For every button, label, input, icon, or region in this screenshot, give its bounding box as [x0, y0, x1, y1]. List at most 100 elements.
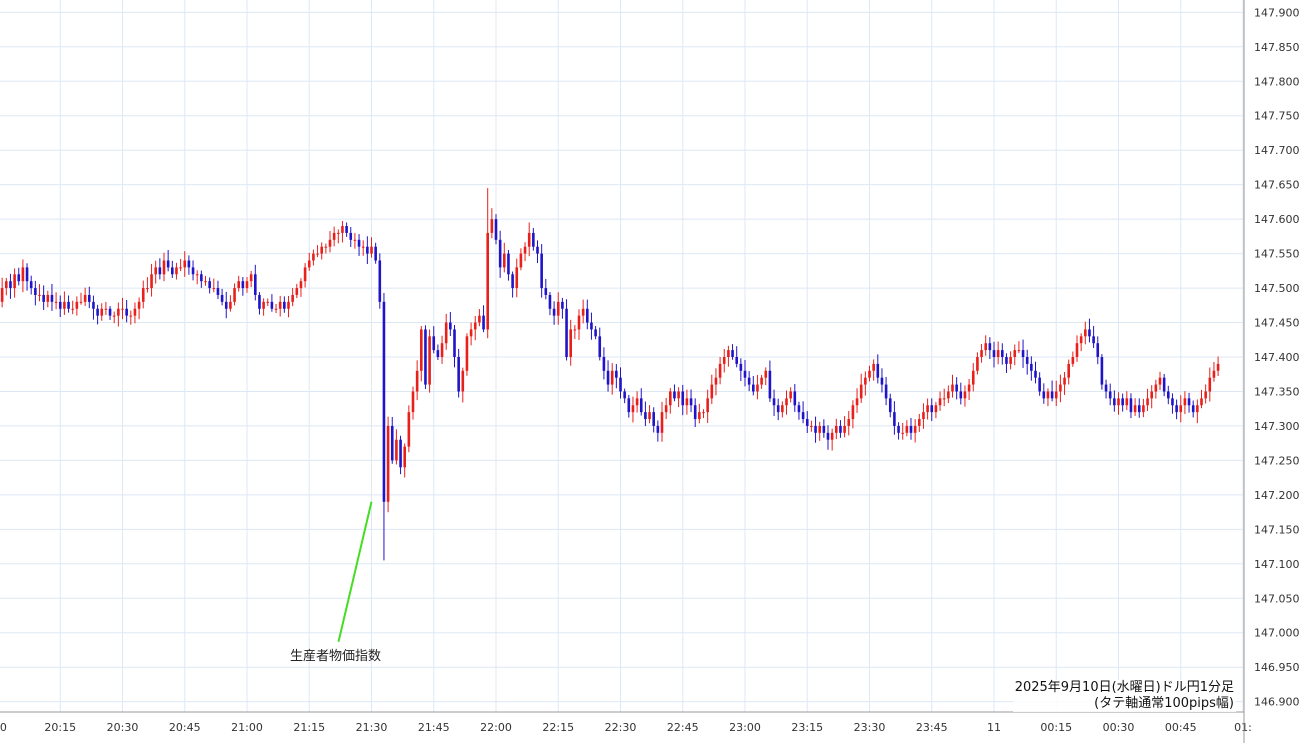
candle — [432, 326, 436, 354]
candle — [822, 419, 826, 438]
candle — [1038, 372, 1041, 396]
candle — [1179, 395, 1183, 423]
candle — [469, 322, 473, 346]
candle — [669, 388, 672, 414]
y-tick-label: 147.800 — [1254, 75, 1300, 88]
candle — [449, 311, 452, 337]
candle — [540, 244, 543, 298]
y-tick-label: 147.350 — [1254, 385, 1300, 398]
candle — [444, 313, 448, 350]
x-tick-label: 21:15 — [293, 721, 325, 734]
x-tick-label: 00:45 — [1165, 721, 1197, 734]
candle — [868, 365, 871, 382]
candle — [689, 389, 693, 413]
candle — [494, 214, 498, 245]
candle — [1042, 383, 1046, 404]
candle — [121, 297, 124, 320]
candle — [13, 268, 16, 298]
candle — [175, 262, 178, 280]
candle — [615, 364, 618, 389]
candle — [901, 422, 904, 440]
x-tick-label: 22:00 — [480, 721, 512, 734]
candle — [569, 319, 572, 366]
y-tick-label: 146.900 — [1254, 696, 1300, 709]
y-tick-label: 147.700 — [1254, 144, 1300, 157]
candle — [635, 391, 639, 413]
candle — [9, 273, 12, 299]
candle — [382, 292, 386, 561]
chart-caption: 2025年9月10日(水曜日)ドル円1分足 (タテ軸通常100pips幅) — [1012, 680, 1236, 712]
candle — [498, 230, 502, 278]
candle — [38, 284, 41, 302]
y-tick-label: 147.300 — [1254, 420, 1300, 433]
y-tick-label: 147.200 — [1254, 489, 1300, 502]
candle — [768, 360, 772, 402]
candle — [602, 347, 606, 380]
candle — [959, 382, 963, 405]
x-tick-label: 20:30 — [107, 721, 139, 734]
candle — [200, 270, 203, 288]
candle — [34, 280, 37, 306]
candle — [229, 295, 232, 312]
candle — [233, 283, 236, 306]
caption-line-2: (タテ軸通常100pips幅) — [1094, 696, 1234, 711]
candle — [1050, 380, 1054, 402]
x-tick-label: 21:30 — [356, 721, 388, 734]
candle — [208, 277, 211, 294]
candle — [428, 329, 431, 393]
candle — [1046, 388, 1050, 407]
candle — [440, 335, 444, 364]
candle — [710, 374, 714, 404]
candle — [237, 275, 240, 292]
caption-line-1: 2025年9月10日(水曜日)ドル円1分足 — [1014, 680, 1234, 695]
candle — [685, 389, 689, 415]
candle — [805, 411, 809, 434]
candle — [565, 299, 568, 361]
candle — [702, 409, 705, 419]
candle — [586, 299, 589, 330]
candle — [1071, 351, 1075, 367]
candle — [212, 278, 216, 293]
candle — [224, 291, 228, 319]
x-tick-label: 22:15 — [542, 721, 574, 734]
grid-lines — [0, 0, 1244, 712]
candle — [1100, 354, 1104, 390]
candle — [42, 285, 45, 310]
candle — [1208, 367, 1212, 402]
candle — [918, 413, 921, 432]
candle — [54, 292, 58, 310]
candle — [511, 271, 514, 298]
candle — [125, 300, 128, 323]
candle — [577, 309, 581, 340]
candle — [1009, 351, 1012, 370]
candle — [299, 278, 303, 297]
candle — [677, 387, 680, 408]
candle — [324, 243, 328, 254]
candle — [104, 301, 108, 315]
candle — [598, 327, 602, 361]
candle — [631, 396, 635, 423]
candle — [278, 295, 282, 317]
x-tick-label: 23:15 — [791, 721, 823, 734]
candle — [843, 415, 846, 438]
candle — [893, 401, 896, 435]
candle — [996, 341, 1000, 365]
candle — [1013, 344, 1017, 366]
y-tick-label: 147.100 — [1254, 558, 1300, 571]
candle — [17, 267, 21, 286]
candle — [818, 421, 821, 441]
candle — [947, 385, 950, 404]
candle — [926, 398, 929, 420]
candle — [411, 386, 415, 420]
x-tick-label: 21:00 — [231, 721, 263, 734]
candle — [772, 389, 776, 417]
annotation-label: 生産者物価指数 — [290, 648, 381, 664]
candle — [457, 348, 460, 398]
x-tick-label: 00:15 — [1040, 721, 1072, 734]
candle — [332, 226, 336, 247]
y-tick-label: 146.950 — [1254, 661, 1300, 674]
candle — [424, 325, 427, 390]
candle — [532, 227, 535, 251]
candle — [287, 296, 290, 318]
candle — [747, 371, 751, 392]
